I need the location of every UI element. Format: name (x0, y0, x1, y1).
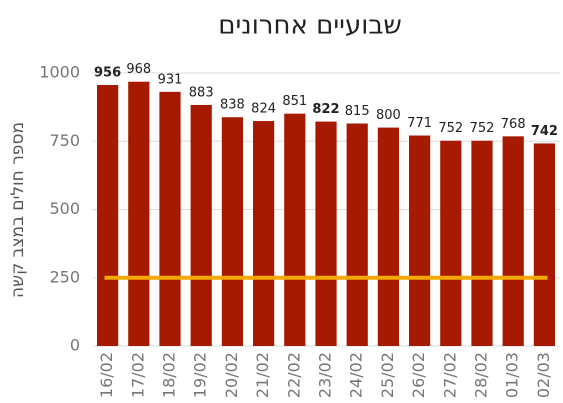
bar (346, 123, 368, 346)
value-label: 742 (531, 124, 558, 139)
x-tick-label: 17/02 (128, 352, 147, 398)
x-tick-label: 16/02 (97, 352, 116, 398)
x-tick-label: 23/02 (316, 352, 335, 398)
x-tick-label: 20/02 (222, 352, 241, 398)
value-label: 768 (501, 117, 526, 132)
value-label: 752 (438, 121, 463, 136)
x-tick-label: 21/02 (253, 352, 272, 398)
value-label: 800 (376, 108, 401, 123)
value-label: 883 (189, 85, 214, 100)
y-tick-label: 0 (70, 336, 80, 355)
x-tick-label: 02/03 (534, 352, 553, 398)
chart-title: שבועיים אחרונים (218, 11, 402, 41)
y-tick-label: 1000 (39, 63, 80, 82)
bar (128, 81, 150, 347)
x-tick-label: 24/02 (347, 352, 366, 398)
bar (440, 140, 462, 346)
y-axis-label: מספר חולים במצב קשה (8, 122, 28, 298)
x-tick-label: 19/02 (191, 352, 210, 398)
y-tick-label: 250 (49, 267, 80, 286)
bar (96, 85, 119, 347)
value-label: 968 (126, 62, 151, 77)
y-tick-label: 500 (49, 199, 80, 218)
value-label: 851 (282, 94, 307, 109)
bar (377, 127, 400, 346)
bar (408, 135, 431, 346)
bar (315, 121, 337, 347)
x-tick-label: 18/02 (160, 352, 179, 398)
x-tick-label: 27/02 (440, 352, 459, 398)
x-tick-label: 25/02 (378, 352, 397, 398)
value-label: 824 (251, 102, 276, 117)
value-label: 815 (345, 104, 370, 119)
value-label: 822 (312, 102, 339, 117)
x-tick-label: 28/02 (472, 352, 491, 398)
bar (190, 104, 212, 346)
value-label: 771 (407, 116, 432, 131)
x-tick-label: 01/03 (503, 352, 522, 398)
bar (159, 91, 181, 346)
bar (221, 117, 244, 346)
bar (471, 140, 493, 346)
bar (533, 143, 556, 346)
y-tick-label: 750 (49, 131, 80, 150)
x-tick-label: 26/02 (409, 352, 428, 398)
value-label: 752 (470, 121, 495, 136)
value-label: 956 (94, 66, 121, 81)
bar (284, 113, 306, 346)
bar (502, 136, 524, 346)
value-label: 931 (158, 72, 183, 87)
x-tick-label: 22/02 (284, 352, 303, 398)
bar (252, 121, 275, 346)
value-label: 838 (220, 98, 245, 113)
